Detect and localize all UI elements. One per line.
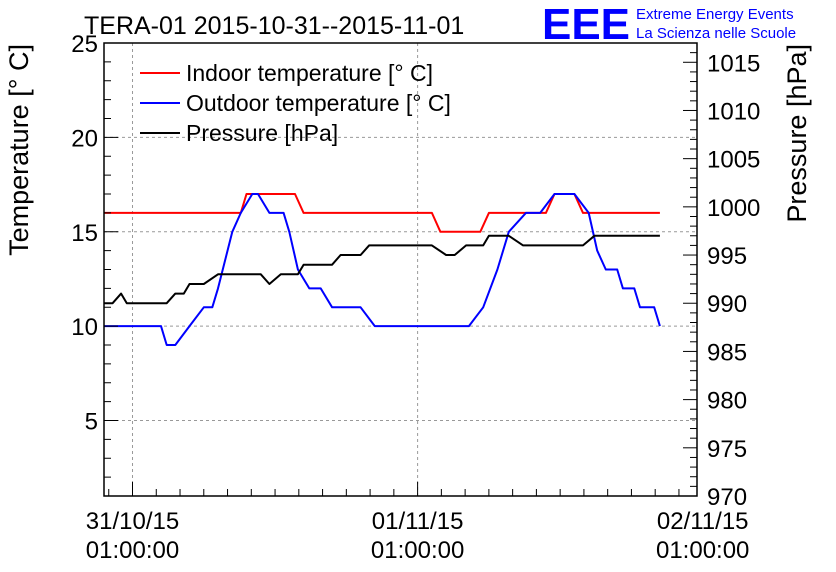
chart-title: TERA-01 2015-10-31--2015-11-01	[84, 12, 464, 40]
y-tick-label: 20	[71, 125, 98, 152]
y-tick-label: 5	[85, 409, 98, 436]
x-tick-label-date: 01/11/15	[372, 508, 464, 535]
series-line-1	[104, 193, 661, 346]
y-tick-label: 15	[71, 220, 98, 247]
logo-line-2: La Scienza nelle Scuole	[636, 25, 796, 42]
y2-tick-label: 995	[707, 243, 747, 270]
legend: Indoor temperature [° C] Outdoor temperat…	[140, 60, 451, 146]
x-tick-label-time: 01:00:00	[371, 537, 464, 564]
y2-tick-label: 975	[707, 436, 747, 463]
y-axis-label: Temperature [° C]	[4, 44, 34, 256]
series-lines	[104, 193, 661, 346]
y2-tick-label: 985	[707, 339, 747, 366]
series-line-2	[104, 234, 660, 305]
x-tick-label-date: 02/11/15	[657, 508, 749, 535]
legend-label-2: Pressure [hPa]	[186, 120, 338, 146]
logo: EEE Extreme Energy Events La Scienza nel…	[542, 0, 796, 49]
y2-axis-label: Pressure [hPa]	[782, 44, 812, 223]
y2-tick-label: 980	[707, 388, 747, 415]
x-tick-label-time: 01:00:00	[86, 537, 179, 564]
logo-letters: EEE	[542, 0, 630, 49]
y2-tick-label: 1005	[707, 147, 760, 174]
y-tick-label: 10	[71, 314, 98, 341]
x-tick-label-date: 31/10/15	[86, 508, 179, 535]
y2-tick-label: 1000	[707, 195, 760, 222]
y-tick-label: 25	[71, 31, 98, 58]
legend-label-1: Outdoor temperature [° C]	[186, 90, 451, 116]
y2-tick-label: 970	[707, 484, 747, 511]
y2-tick-label: 990	[707, 291, 747, 318]
x-tick-label-time: 01:00:00	[656, 537, 749, 564]
legend-label-0: Indoor temperature [° C]	[186, 60, 433, 86]
logo-line-1: Extreme Energy Events	[636, 6, 794, 23]
axes: 5101520259709759809859909951000100510101…	[71, 31, 760, 564]
y2-tick-label: 1010	[707, 98, 760, 125]
y2-tick-label: 1015	[707, 50, 760, 77]
